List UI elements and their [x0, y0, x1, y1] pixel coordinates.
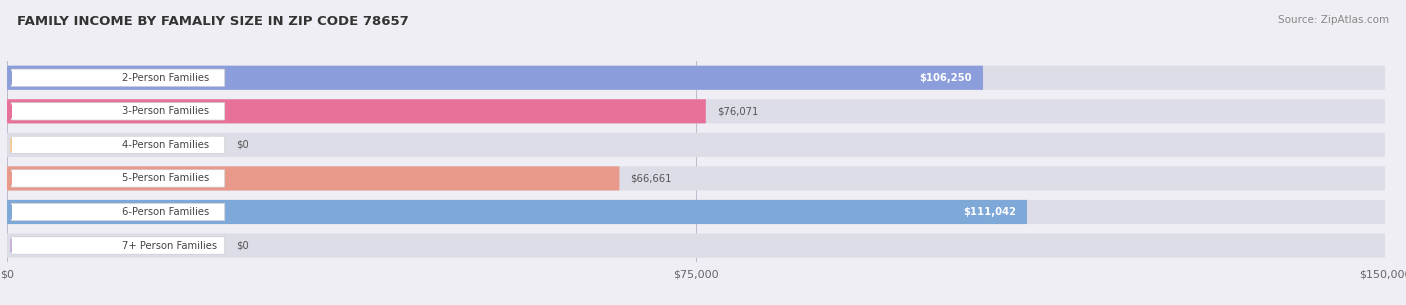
Text: 5-Person Families: 5-Person Families [122, 174, 209, 183]
Text: 2-Person Families: 2-Person Families [122, 73, 209, 83]
FancyBboxPatch shape [7, 200, 1385, 224]
Text: 3-Person Families: 3-Person Families [122, 106, 209, 116]
FancyBboxPatch shape [11, 136, 225, 154]
Text: $111,042: $111,042 [963, 207, 1017, 217]
FancyBboxPatch shape [11, 170, 225, 187]
FancyBboxPatch shape [7, 99, 1385, 124]
FancyBboxPatch shape [7, 133, 1385, 157]
FancyBboxPatch shape [11, 69, 225, 87]
FancyBboxPatch shape [11, 237, 225, 254]
FancyBboxPatch shape [7, 166, 1385, 191]
Text: $66,661: $66,661 [630, 174, 672, 183]
FancyBboxPatch shape [7, 66, 1385, 90]
Text: FAMILY INCOME BY FAMALIY SIZE IN ZIP CODE 78657: FAMILY INCOME BY FAMALIY SIZE IN ZIP COD… [17, 15, 409, 28]
Text: $106,250: $106,250 [920, 73, 972, 83]
FancyBboxPatch shape [7, 166, 620, 191]
FancyBboxPatch shape [7, 233, 1385, 258]
Text: 7+ Person Families: 7+ Person Families [122, 241, 218, 250]
FancyBboxPatch shape [7, 99, 706, 124]
FancyBboxPatch shape [11, 203, 225, 221]
FancyBboxPatch shape [7, 200, 1026, 224]
FancyBboxPatch shape [11, 102, 225, 120]
FancyBboxPatch shape [7, 66, 983, 90]
Text: 4-Person Families: 4-Person Families [122, 140, 209, 150]
Text: Source: ZipAtlas.com: Source: ZipAtlas.com [1278, 15, 1389, 25]
Text: $0: $0 [236, 241, 249, 250]
Text: $0: $0 [236, 140, 249, 150]
Text: $76,071: $76,071 [717, 106, 758, 116]
Text: 6-Person Families: 6-Person Families [122, 207, 209, 217]
